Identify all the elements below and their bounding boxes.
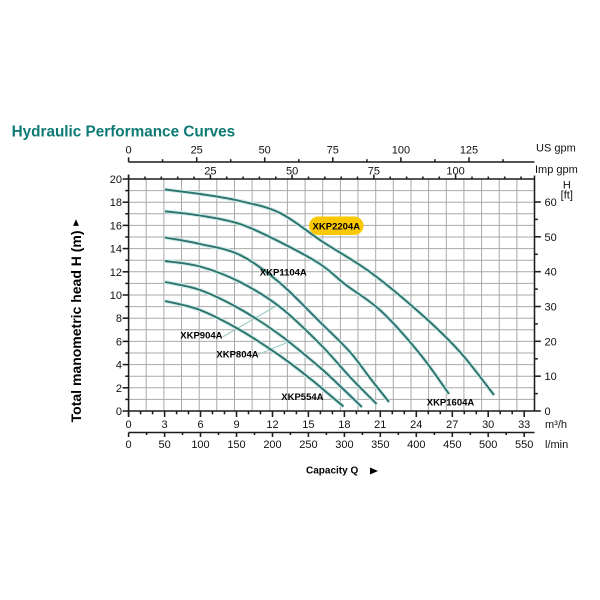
svg-text:XKP1604A: XKP1604A	[427, 398, 475, 409]
svg-text:75: 75	[327, 145, 339, 157]
svg-text:14: 14	[110, 244, 122, 256]
svg-text:0: 0	[126, 419, 132, 431]
svg-text:H: H	[563, 180, 571, 192]
svg-text:550: 550	[515, 439, 533, 451]
svg-text:40: 40	[545, 267, 557, 279]
svg-text:Hydraulic Performance Curves: Hydraulic Performance Curves	[12, 124, 236, 141]
svg-text:2: 2	[116, 383, 122, 395]
svg-text:m³/h: m³/h	[545, 419, 567, 431]
svg-text:Capacity Q: Capacity Q	[306, 466, 358, 477]
svg-text:50: 50	[545, 232, 557, 244]
svg-text:US gpm: US gpm	[536, 143, 576, 155]
svg-text:l/min: l/min	[545, 439, 568, 451]
svg-text:[ft]: [ft]	[561, 189, 573, 201]
svg-text:60: 60	[545, 197, 557, 209]
svg-text:100: 100	[191, 439, 209, 451]
svg-text:18: 18	[110, 197, 122, 209]
svg-text:XKP904A: XKP904A	[180, 331, 222, 342]
svg-text:9: 9	[233, 419, 239, 431]
svg-text:50: 50	[259, 145, 271, 157]
svg-text:27: 27	[446, 419, 458, 431]
svg-text:10: 10	[110, 290, 122, 302]
svg-text:20: 20	[110, 174, 122, 186]
svg-text:XKP554A: XKP554A	[281, 392, 323, 403]
svg-text:0: 0	[545, 406, 551, 418]
svg-text:50: 50	[158, 439, 170, 451]
svg-text:300: 300	[335, 439, 353, 451]
svg-text:XKP2204A: XKP2204A	[313, 221, 361, 232]
svg-text:450: 450	[443, 439, 461, 451]
svg-text:100: 100	[392, 145, 410, 157]
svg-text:12: 12	[266, 419, 278, 431]
svg-text:20: 20	[545, 336, 557, 348]
svg-text:4: 4	[116, 360, 122, 372]
svg-text:6: 6	[197, 419, 203, 431]
svg-text:30: 30	[545, 302, 557, 314]
svg-text:50: 50	[286, 166, 298, 178]
svg-text:6: 6	[116, 336, 122, 348]
svg-text:250: 250	[299, 439, 317, 451]
svg-text:100: 100	[446, 166, 464, 178]
svg-text:Total manometric head H (m): Total manometric head H (m)	[68, 230, 84, 422]
svg-text:75: 75	[368, 166, 380, 178]
svg-text:XKP1104A: XKP1104A	[260, 268, 307, 279]
svg-text:0: 0	[126, 145, 132, 157]
svg-text:25: 25	[204, 166, 216, 178]
svg-text:500: 500	[479, 439, 497, 451]
svg-text:3: 3	[162, 419, 168, 431]
svg-text:12: 12	[110, 267, 122, 279]
svg-text:8: 8	[116, 313, 122, 325]
svg-text:150: 150	[227, 439, 245, 451]
svg-text:10: 10	[545, 371, 557, 383]
svg-text:125: 125	[460, 145, 478, 157]
svg-text:16: 16	[110, 220, 122, 232]
svg-text:21: 21	[374, 419, 386, 431]
svg-text:350: 350	[371, 439, 389, 451]
svg-text:0: 0	[116, 406, 122, 418]
svg-text:18: 18	[338, 419, 350, 431]
svg-text:25: 25	[191, 145, 203, 157]
svg-text:30: 30	[482, 419, 494, 431]
svg-text:400: 400	[407, 439, 425, 451]
svg-text:15: 15	[302, 419, 314, 431]
svg-text:XKP804A: XKP804A	[216, 349, 258, 360]
svg-text:Imp gpm: Imp gpm	[535, 164, 578, 176]
svg-text:33: 33	[518, 419, 530, 431]
svg-text:200: 200	[263, 439, 281, 451]
svg-text:0: 0	[126, 439, 132, 451]
svg-text:24: 24	[410, 419, 422, 431]
